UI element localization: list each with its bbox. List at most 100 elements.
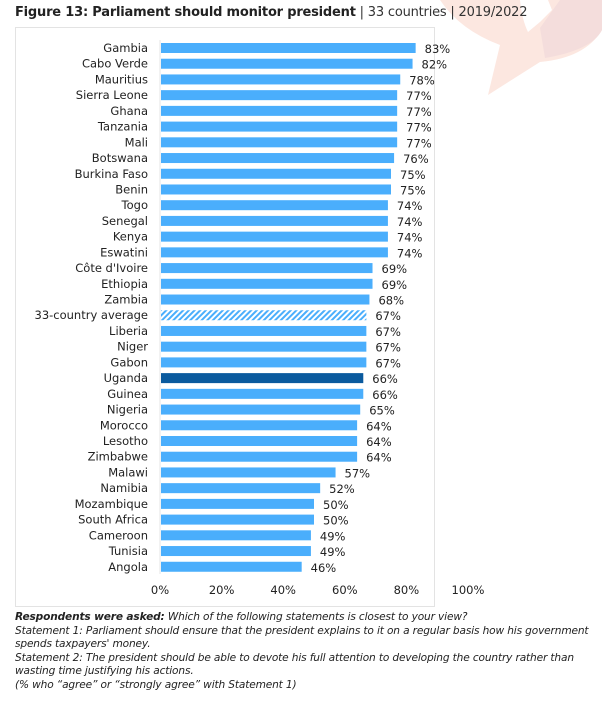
bar [161, 498, 314, 509]
bar-row: Malawi 57% [108, 465, 370, 480]
bar-row: Nigeria 65% [107, 403, 395, 418]
bar-row: Guinea 66% [107, 387, 398, 402]
category-label: Togo [121, 198, 148, 212]
bar [161, 231, 388, 242]
chart-frame [15, 27, 435, 607]
bar [161, 483, 321, 494]
category-label: Mozambique [75, 497, 148, 511]
category-label: Liberia [109, 324, 148, 338]
bar-row: Namibia 52% [100, 481, 354, 496]
bar-row: Liberia 67% [109, 324, 401, 339]
bar-row: Uganda 66% [104, 371, 398, 386]
value-label: 67% [375, 325, 401, 339]
category-label: Angola [108, 560, 148, 574]
category-label: Côte d'Ivoire [75, 261, 148, 275]
value-label: 67% [375, 309, 401, 323]
bar [161, 43, 416, 53]
bar-row: Lesotho 64% [103, 434, 392, 449]
value-label: 64% [366, 451, 392, 465]
category-label: Cameroon [89, 528, 148, 542]
value-label: 50% [323, 514, 349, 528]
category-label: Lesotho [103, 434, 148, 448]
category-label: Malawi [108, 465, 148, 479]
bar [161, 90, 398, 101]
bar-row: Senegal 74% [102, 214, 423, 229]
bar [161, 388, 364, 399]
bar-row: Cameroon 49% [89, 528, 346, 543]
chart-notes: Respondents were asked: Which of the fol… [15, 611, 600, 693]
title-countries: 33 countries [367, 5, 447, 20]
bar-row: Kenya 74% [113, 230, 423, 245]
bar-row: Gambia 83% [103, 41, 450, 56]
value-label: 52% [329, 482, 355, 496]
x-tick-label: 60% [332, 583, 358, 597]
value-label: 76% [403, 152, 429, 166]
value-label: 66% [372, 388, 398, 402]
bar-row: Benin 75% [115, 182, 425, 197]
value-label: 74% [397, 246, 423, 260]
value-label: 67% [375, 341, 401, 355]
value-label: 67% [375, 356, 401, 370]
x-tick-label: 80% [394, 583, 420, 597]
value-label: 64% [366, 435, 392, 449]
bar [161, 58, 413, 69]
x-tick-label: 40% [270, 583, 296, 597]
category-label: Zambia [104, 293, 148, 307]
bar-row: Mali 77% [125, 135, 432, 150]
bar-row: Burkina Faso 75% [75, 167, 426, 182]
bar [161, 278, 373, 289]
value-label: 50% [323, 498, 349, 512]
value-label: 83% [425, 42, 451, 56]
bar-row: Angola 46% [108, 560, 336, 575]
value-label: 74% [397, 199, 423, 213]
category-label: Guinea [107, 387, 148, 401]
category-label: Burkina Faso [75, 167, 148, 181]
category-label: Ethiopia [101, 277, 148, 291]
bar-row: Zambia 68% [104, 293, 404, 308]
value-label: 78% [409, 73, 435, 87]
question-line: Respondents were asked: Which of the fol… [15, 611, 600, 625]
category-label: 33-country average [35, 308, 149, 322]
category-label: Zimbabwe [88, 450, 148, 464]
bar-row: 33-country average 67% [35, 308, 401, 323]
category-label: Niger [117, 340, 148, 354]
category-label: Morocco [100, 418, 148, 432]
category-label: Tanzania [97, 120, 148, 134]
bar [161, 121, 398, 132]
value-label: 75% [400, 183, 426, 197]
category-label: Nigeria [107, 403, 148, 417]
bar-row: Côte d'Ivoire 69% [75, 261, 407, 276]
bar [161, 420, 358, 431]
value-label: 75% [400, 168, 426, 182]
value-label: 57% [345, 466, 371, 480]
bar-row: Ethiopia 69% [101, 277, 407, 292]
bar [161, 247, 388, 258]
category-label: Botswana [92, 151, 148, 165]
value-label: 77% [406, 121, 432, 135]
value-label: 66% [372, 372, 398, 386]
bar [161, 530, 311, 541]
bar-row: Mozambique 50% [75, 497, 349, 512]
bar-row: Morocco 64% [100, 418, 392, 433]
bar [161, 215, 388, 226]
x-tick-label: 0% [151, 583, 169, 597]
average-bar [161, 310, 367, 321]
bar-row: Niger 67% [117, 340, 401, 355]
value-label: 46% [311, 561, 337, 575]
bar-row: Tunisia 49% [108, 544, 346, 559]
bar-row: Cabo Verde 82% [82, 57, 447, 72]
category-label: Kenya [113, 230, 148, 244]
category-label: Sierra Leone [76, 88, 148, 102]
bar-row: Gabon 67% [110, 355, 401, 370]
bar [161, 546, 311, 557]
statement-2: Statement 2: The president should be abl… [15, 651, 574, 678]
title-separator: | [450, 5, 455, 20]
bar-row: Eswatini 74% [100, 245, 422, 260]
x-tick-label: 20% [209, 583, 235, 597]
bar [161, 341, 367, 352]
category-label: Senegal [102, 214, 148, 228]
bar-row: Ghana 77% [110, 104, 431, 119]
bar [161, 404, 361, 415]
statement-1: Statement 1: Parliament should ensure th… [15, 624, 589, 651]
value-label: 82% [422, 58, 448, 72]
